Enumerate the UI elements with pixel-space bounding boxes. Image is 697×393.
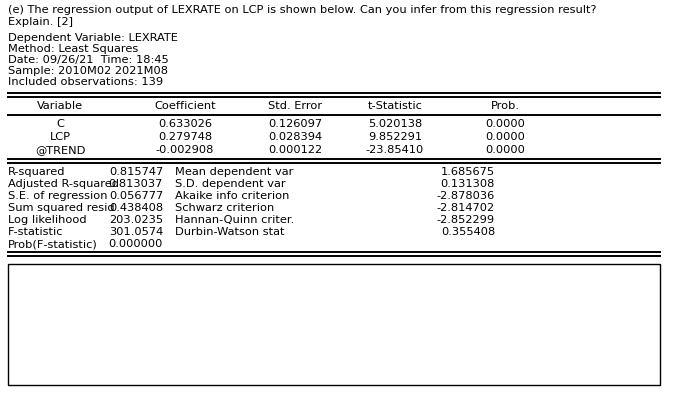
Text: t-Statistic: t-Statistic	[367, 101, 422, 111]
Text: 5.020138: 5.020138	[368, 119, 422, 129]
Text: 0.131308: 0.131308	[441, 179, 495, 189]
Text: Akaike info criterion: Akaike info criterion	[175, 191, 289, 201]
Text: 1.685675: 1.685675	[441, 167, 495, 177]
Text: Sum squared resid: Sum squared resid	[8, 203, 114, 213]
Text: F-statistic: F-statistic	[8, 227, 63, 237]
Text: Durbin-Watson stat: Durbin-Watson stat	[175, 227, 284, 237]
Text: Coefficient: Coefficient	[154, 101, 216, 111]
Text: 0.0000: 0.0000	[485, 132, 525, 142]
Text: Prob.: Prob.	[491, 101, 519, 111]
Text: Mean dependent var: Mean dependent var	[175, 167, 293, 177]
Text: S.D. dependent var: S.D. dependent var	[175, 179, 286, 189]
Text: Dependent Variable: LEXRATE: Dependent Variable: LEXRATE	[8, 33, 178, 43]
Text: Sample: 2010M02 2021M08: Sample: 2010M02 2021M08	[8, 66, 168, 76]
Text: @TREND: @TREND	[35, 145, 85, 155]
Text: -2.878036: -2.878036	[437, 191, 495, 201]
Text: LCP: LCP	[49, 132, 70, 142]
Text: S.E. of regression: S.E. of regression	[8, 191, 107, 201]
Text: 0.056777: 0.056777	[109, 191, 163, 201]
Text: C: C	[56, 119, 64, 129]
Text: 0.0000: 0.0000	[485, 145, 525, 155]
Text: 0.438408: 0.438408	[109, 203, 163, 213]
Text: 0.279748: 0.279748	[158, 132, 212, 142]
Text: Variable: Variable	[37, 101, 83, 111]
Text: Explain. [2]: Explain. [2]	[8, 17, 73, 27]
Text: 203.0235: 203.0235	[109, 215, 163, 225]
Text: 0.028394: 0.028394	[268, 132, 322, 142]
Text: Included observations: 139: Included observations: 139	[8, 77, 163, 87]
Text: Adjusted R-squared: Adjusted R-squared	[8, 179, 119, 189]
Text: 0.355408: 0.355408	[441, 227, 495, 237]
Text: (e) The regression output of LEXRATE on LCP is shown below. Can you infer from t: (e) The regression output of LEXRATE on …	[8, 5, 597, 15]
Text: -2.852299: -2.852299	[437, 215, 495, 225]
Text: 301.0574: 301.0574	[109, 227, 163, 237]
Text: 0.000000: 0.000000	[109, 239, 163, 249]
Text: -2.814702: -2.814702	[437, 203, 495, 213]
Text: Schwarz criterion: Schwarz criterion	[175, 203, 274, 213]
Text: 0.813037: 0.813037	[109, 179, 163, 189]
Text: 0.000122: 0.000122	[268, 145, 322, 155]
Text: -23.85410: -23.85410	[366, 145, 424, 155]
Text: 0.815747: 0.815747	[109, 167, 163, 177]
Text: Date: 09/26/21  Time: 18:45: Date: 09/26/21 Time: 18:45	[8, 55, 169, 65]
Text: 9.852291: 9.852291	[368, 132, 422, 142]
Text: Log likelihood: Log likelihood	[8, 215, 86, 225]
Text: 0.0000: 0.0000	[485, 119, 525, 129]
Text: Prob(F-statistic): Prob(F-statistic)	[8, 239, 98, 249]
Text: Hannan-Quinn criter.: Hannan-Quinn criter.	[175, 215, 294, 225]
Text: Method: Least Squares: Method: Least Squares	[8, 44, 138, 54]
Text: 0.633026: 0.633026	[158, 119, 212, 129]
Text: -0.002908: -0.002908	[156, 145, 214, 155]
Text: 0.126097: 0.126097	[268, 119, 322, 129]
Text: R-squared: R-squared	[8, 167, 66, 177]
Text: Std. Error: Std. Error	[268, 101, 322, 111]
